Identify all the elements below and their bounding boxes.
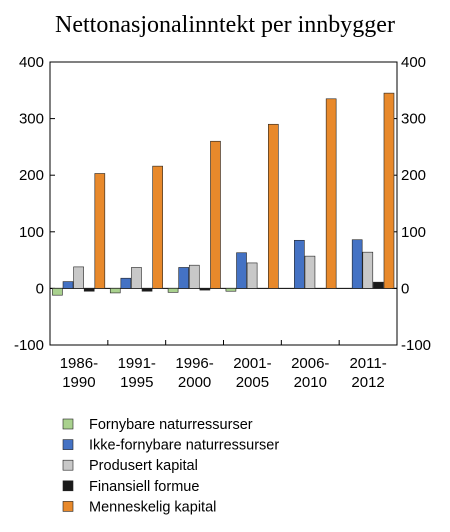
bar (52, 288, 63, 296)
x-tick-label: 2001- (233, 355, 271, 372)
bar (294, 239, 305, 289)
x-tick-label: 2011- (349, 355, 386, 372)
y-tick-label-left: 200 (19, 167, 44, 184)
bar (362, 251, 374, 289)
x-tick-label: 2012 (351, 374, 384, 391)
y-tick-label-left: 100 (19, 224, 44, 241)
bar (120, 277, 132, 289)
legend-label: Menneskelig kapital (89, 499, 216, 515)
legend-label: Fornybare naturressurser (89, 417, 253, 433)
bar (152, 165, 163, 289)
y-tick-label-right: 300 (401, 111, 426, 128)
x-tick-label: 2010 (294, 374, 327, 391)
y-tick-label-right: 100 (401, 224, 426, 241)
x-tick-label: 1991- (118, 355, 156, 372)
y-tick-label-right: 200 (401, 167, 426, 184)
bar (167, 288, 179, 293)
y-tick-label-right: -100 (401, 337, 431, 354)
bar (210, 140, 221, 289)
y-tick-label-left: 400 (19, 54, 44, 71)
y-tick-label-left: -100 (14, 337, 44, 354)
bar (351, 239, 363, 289)
legend-swatch (62, 439, 74, 450)
bar (325, 98, 337, 289)
x-tick-label: 2005 (236, 374, 269, 391)
x-tick-label: 1990 (62, 374, 95, 391)
x-tick-label: 2006- (291, 355, 329, 372)
bar (83, 288, 95, 292)
legend: Fornybare naturressurser Ikke-fornybare n… (62, 417, 279, 515)
y-tick-label-left: 300 (19, 111, 44, 128)
bar (383, 92, 395, 289)
legend-swatch (62, 480, 74, 492)
chart-title: Nettonasjonalinntekt per innbygger (55, 12, 395, 38)
bar (304, 255, 316, 289)
x-tick-label: 2000 (178, 374, 211, 391)
bar (246, 262, 258, 289)
bar (199, 288, 211, 291)
y-tick-label-right: 400 (401, 54, 426, 71)
bar (73, 266, 84, 289)
y-tick-label-left: 0 (36, 280, 44, 297)
bar (225, 288, 237, 292)
bar (62, 281, 74, 289)
bar (141, 288, 153, 292)
bar (109, 288, 121, 294)
x-tick-label: 1996- (175, 355, 213, 372)
x-tick-label: 1995 (120, 374, 153, 391)
legend-swatch (62, 459, 74, 471)
x-tick-label: 1986- (60, 355, 98, 372)
legend-swatch (62, 418, 74, 430)
bar (188, 264, 200, 289)
bar (373, 281, 384, 289)
bar (131, 267, 142, 289)
bar (268, 123, 279, 289)
legend-label: Produsert kapital (89, 458, 198, 474)
bar (178, 267, 189, 289)
bar (94, 173, 106, 289)
plot-area: -100 -100 0 0 100 100 200 200 300 300 400 400 1986- 1… (14, 54, 431, 391)
legend-label: Finansiell formue (89, 479, 199, 495)
bar (236, 252, 247, 289)
legend-label: Ikke-fornybare naturressurser (89, 438, 279, 454)
y-tick-label-right: 0 (401, 280, 409, 297)
legend-swatch (62, 501, 74, 512)
